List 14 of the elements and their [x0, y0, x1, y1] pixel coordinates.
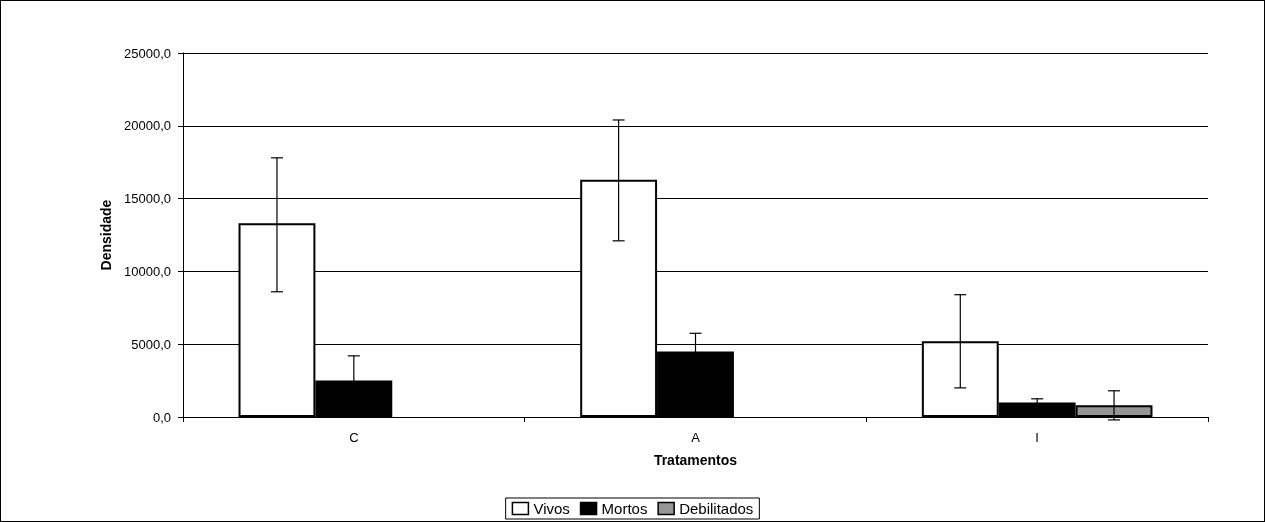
- y-tick-label: 5000,0: [131, 336, 171, 352]
- y-tick-label: 25000,0: [124, 45, 171, 61]
- legend-label: Vivos: [533, 500, 570, 517]
- y-tick-label: 20000,0: [124, 118, 171, 134]
- y-tick-label: 15000,0: [124, 191, 171, 207]
- legend-label: Debilitados: [679, 500, 754, 517]
- x-tick-label: I: [1035, 430, 1039, 445]
- x-tick-label: C: [349, 430, 359, 445]
- x-tick-label: A: [691, 430, 701, 445]
- y-tick-label: 10000,0: [124, 263, 171, 279]
- x-axis-title: Tratamentos: [653, 452, 738, 468]
- y-tick-label: 0,0: [152, 409, 171, 425]
- legend-label: Mortos: [601, 500, 648, 517]
- y-axis-title: Densidade: [98, 199, 114, 271]
